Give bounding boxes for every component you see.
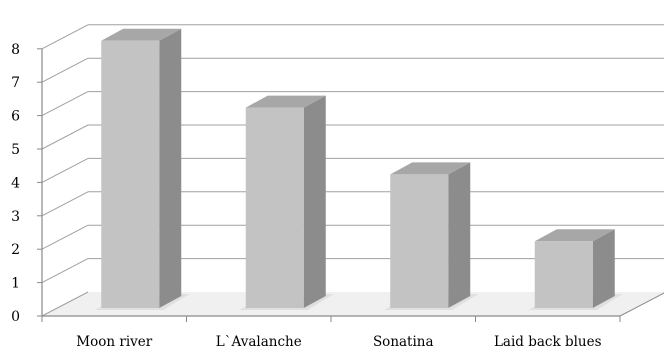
bar-4: [528, 229, 623, 310]
gridline-side-1: [41, 258, 89, 284]
x-category-label-3: Sonatina: [373, 334, 434, 350]
y-tick-label-1: 1: [11, 276, 20, 292]
y-tick-label-7: 7: [11, 75, 20, 91]
x-axis-category-labels: Moon river L`Avalanche Sonatina Laid back b…: [76, 334, 601, 350]
bar-side-1: [159, 28, 182, 309]
bar-front-4: [534, 241, 593, 308]
x-category-label-1: Moon river: [76, 334, 152, 350]
y-tick-label-5: 5: [11, 142, 20, 158]
x-category-label-4: Laid back blues: [494, 334, 602, 350]
y-tick-label-4: 4: [11, 175, 20, 191]
bar-1: [95, 28, 190, 310]
bar-3: [384, 162, 479, 310]
chart-bars: [95, 28, 623, 310]
bar-top-4: [534, 229, 615, 242]
floor-right-edge: [619, 292, 664, 317]
gridline-side-7: [41, 57, 89, 83]
x-category-label-2: L`Avalanche: [216, 334, 302, 350]
bar-front-2: [245, 107, 304, 308]
gridline-side-6: [41, 91, 89, 117]
bar-top-2: [245, 95, 326, 108]
bar-top-3: [390, 162, 471, 175]
bar-side-4: [592, 229, 615, 308]
y-tick-label-6: 6: [11, 109, 20, 125]
gridline-side-3: [41, 191, 89, 217]
bar-2: [239, 95, 334, 310]
gridline-side-8: [41, 24, 89, 50]
bar-front-1: [101, 40, 160, 309]
bar-side-3: [448, 162, 471, 308]
chart-floor-plane: [42, 292, 664, 316]
y-axis-tick-labels: 0 1 2 3 4 5 6 7 8: [11, 42, 20, 325]
y-tick-label-3: 3: [11, 209, 20, 225]
bar-top-1: [101, 28, 182, 41]
bar-side-2: [303, 95, 326, 308]
gridline-side-2: [41, 224, 89, 250]
y-tick-label-2: 2: [11, 242, 20, 258]
gridline-side-5: [41, 124, 89, 150]
bar-front-3: [390, 174, 449, 308]
y-tick-label-8: 8: [11, 42, 20, 58]
chart-axes: [37, 48, 664, 322]
gridline-side-4: [41, 157, 89, 183]
gridline-side-0: [41, 291, 89, 317]
y-tick-label-0: 0: [11, 309, 20, 325]
chart-floor: [42, 292, 664, 316]
